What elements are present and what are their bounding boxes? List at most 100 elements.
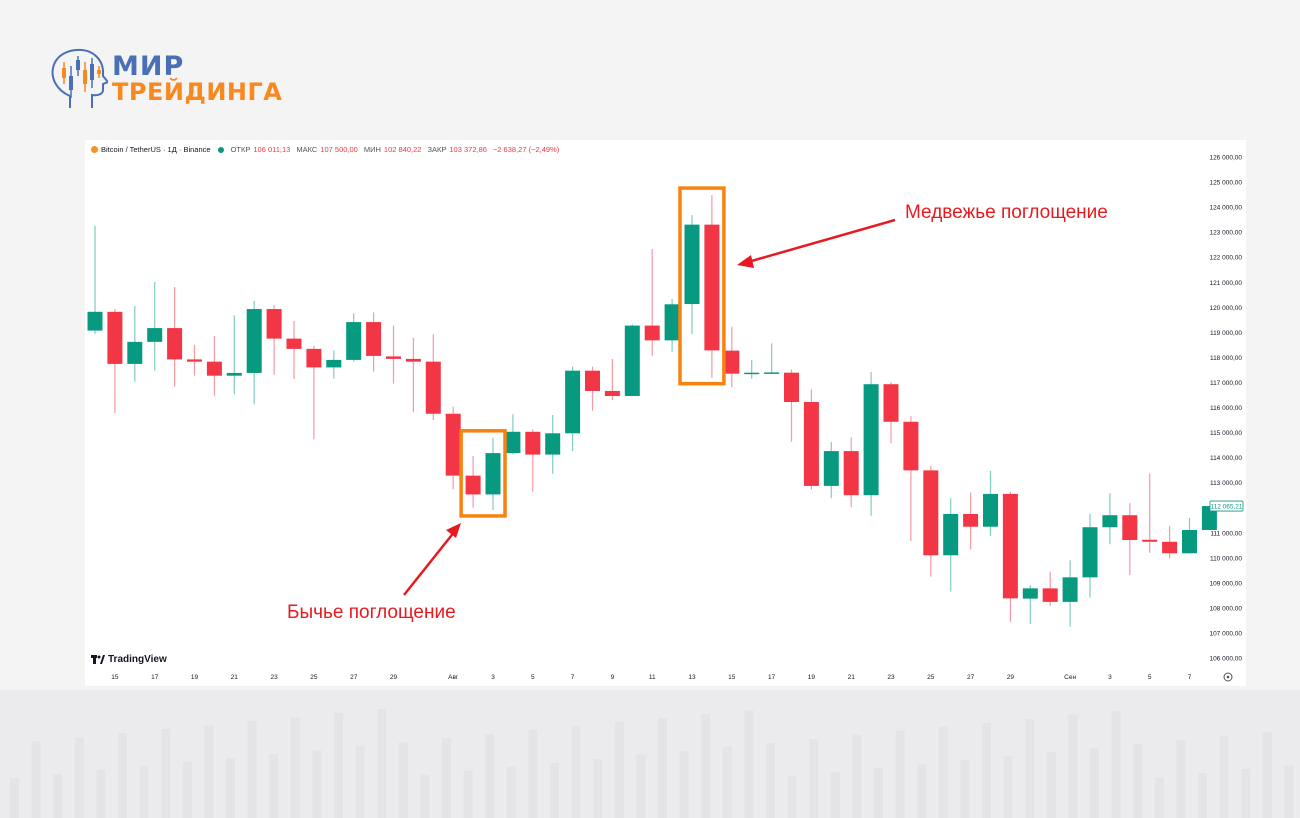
candle-20.07[interactable] bbox=[206, 336, 222, 396]
high-value: 107 500,00 bbox=[320, 145, 358, 154]
candle-21.08[interactable] bbox=[843, 437, 859, 508]
y-tick-label: 111 000,00 bbox=[1210, 530, 1242, 537]
change-value: −2 638,27 (−2,49%) bbox=[492, 145, 560, 154]
candle-26.07[interactable] bbox=[326, 350, 342, 379]
background-bar bbox=[1284, 765, 1294, 818]
candle-body bbox=[604, 390, 620, 396]
candle-27.07[interactable] bbox=[346, 313, 362, 362]
candle-06.09[interactable] bbox=[1162, 525, 1178, 559]
candle-25.07[interactable] bbox=[306, 345, 322, 440]
candle-23.08[interactable] bbox=[883, 381, 899, 444]
background-bar bbox=[247, 721, 257, 818]
candle-02.08[interactable] bbox=[465, 456, 481, 508]
candle-16.08[interactable] bbox=[744, 359, 760, 379]
candle-16.07[interactable] bbox=[127, 306, 143, 382]
candle-17.08[interactable] bbox=[764, 343, 780, 374]
x-tick-label: 3 bbox=[491, 674, 495, 681]
candle-08.09[interactable] bbox=[1201, 505, 1217, 530]
candle-body bbox=[1102, 515, 1118, 528]
candle-05.09[interactable] bbox=[1142, 473, 1158, 553]
x-tick-label: 29 bbox=[1007, 674, 1015, 681]
candle-28.08[interactable] bbox=[983, 470, 998, 537]
candle-19.08[interactable] bbox=[803, 389, 819, 490]
candle-08.08[interactable] bbox=[585, 366, 600, 411]
brand-name-line2: ТРЕЙДИНГА bbox=[112, 78, 283, 106]
candle-17.07[interactable] bbox=[147, 281, 163, 371]
x-tick-label: 5 bbox=[1148, 674, 1152, 681]
candle-31.07[interactable] bbox=[425, 334, 441, 421]
background-bar bbox=[182, 762, 192, 818]
candle-body bbox=[1002, 493, 1018, 599]
candle-body bbox=[167, 328, 183, 360]
candle-30.07[interactable] bbox=[405, 337, 421, 413]
candle-11.08[interactable] bbox=[644, 248, 660, 356]
candle-20.08[interactable] bbox=[823, 442, 839, 499]
y-tick-label: 123 000,00 bbox=[1209, 230, 1242, 237]
candle-30.08[interactable] bbox=[1022, 585, 1038, 625]
symbol-title[interactable]: Bitcoin / TetherUS · 1Д · Binance bbox=[101, 145, 211, 154]
candle-22.07[interactable] bbox=[246, 300, 262, 405]
x-tick-label: 5 bbox=[531, 674, 535, 681]
background-bar bbox=[679, 751, 689, 818]
candle-24.07[interactable] bbox=[286, 321, 302, 380]
candle-31.08[interactable] bbox=[1042, 571, 1058, 606]
candle-12.08[interactable] bbox=[664, 299, 680, 352]
candle-04.09[interactable] bbox=[1122, 503, 1138, 576]
candle-body bbox=[843, 451, 859, 496]
candle-01.08[interactable] bbox=[445, 406, 461, 490]
candle-21.07[interactable] bbox=[226, 315, 242, 395]
candle-05.08[interactable] bbox=[525, 429, 541, 492]
candle-02.09[interactable] bbox=[1082, 513, 1098, 598]
candle-29.08[interactable] bbox=[1002, 491, 1018, 622]
candle-25.08[interactable] bbox=[923, 465, 939, 577]
candle-13.08[interactable] bbox=[684, 215, 700, 335]
candle-23.07[interactable] bbox=[266, 305, 282, 375]
background-bar bbox=[830, 772, 840, 818]
high-label: МАКС bbox=[296, 145, 318, 154]
candle-body bbox=[1082, 527, 1098, 578]
background-bar bbox=[550, 763, 559, 818]
candle-07.09[interactable] bbox=[1182, 517, 1197, 554]
x-tick-label: 19 bbox=[191, 674, 199, 681]
candle-19.07[interactable] bbox=[187, 344, 202, 376]
y-tick-label: 114 000,00 bbox=[1210, 455, 1242, 462]
candle-14.07[interactable] bbox=[87, 225, 103, 335]
candle-14.08[interactable] bbox=[704, 195, 720, 378]
candle-29.07[interactable] bbox=[386, 325, 401, 384]
x-tick-label: 21 bbox=[231, 674, 239, 681]
candle-body bbox=[764, 372, 780, 374]
candle-06.08[interactable] bbox=[545, 415, 561, 474]
candle-07.08[interactable] bbox=[565, 366, 581, 452]
candle-03.09[interactable] bbox=[1102, 493, 1118, 545]
candle-body bbox=[724, 350, 740, 374]
candle-18.07[interactable] bbox=[167, 287, 183, 387]
background-bar bbox=[355, 746, 365, 818]
candle-28.07[interactable] bbox=[366, 312, 382, 372]
candle-09.08[interactable] bbox=[604, 358, 620, 400]
candle-03.08[interactable] bbox=[485, 437, 501, 510]
candle-body bbox=[1062, 577, 1078, 602]
candle-24.08[interactable] bbox=[903, 416, 919, 542]
candle-body bbox=[525, 431, 541, 455]
y-tick-label: 124 000,00 bbox=[1209, 205, 1242, 212]
x-tick-label: 25 bbox=[927, 674, 935, 681]
bullish-arrow-head bbox=[446, 523, 461, 538]
candle-15.07[interactable] bbox=[107, 309, 123, 414]
candle-26.08[interactable] bbox=[943, 498, 959, 592]
candle-22.08[interactable] bbox=[863, 371, 879, 516]
candle-18.08[interactable] bbox=[784, 369, 799, 442]
candle-body bbox=[127, 341, 143, 364]
candle-27.08[interactable] bbox=[963, 492, 979, 550]
candle-10.08[interactable] bbox=[624, 324, 640, 396]
background-bar bbox=[226, 758, 235, 818]
y-tick-label: 110 000,00 bbox=[1210, 555, 1242, 562]
candle-04.08[interactable] bbox=[505, 414, 521, 455]
x-tick-label: 29 bbox=[390, 674, 398, 681]
settings-icon[interactable] bbox=[1223, 672, 1233, 682]
brand-name-line1: МИР bbox=[112, 51, 185, 82]
last-price-label: 112 065,21 bbox=[1210, 504, 1242, 511]
candle-01.09[interactable] bbox=[1062, 560, 1078, 627]
candle-15.08[interactable] bbox=[724, 326, 740, 388]
background-bar bbox=[528, 730, 538, 818]
